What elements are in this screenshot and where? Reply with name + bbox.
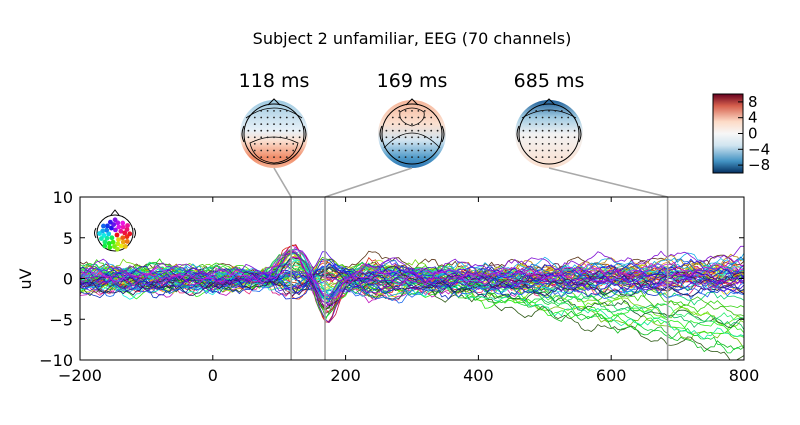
time-markers [290,197,669,360]
channel-trace [80,251,744,324]
channel-trace [80,272,744,304]
y-axis-label: uV [16,268,35,289]
channel-trace [80,259,744,292]
figure-title: Subject 2 unfamiliar, EEG (70 channels) [253,29,572,48]
y-tick-label: 5 [63,229,73,248]
y-tick-label: 10 [53,188,73,207]
colorbar-tick-label: 4 [748,109,758,127]
marker-connectors [273,167,668,198]
channel-traces [80,244,744,360]
colorbar-tick-label: 8 [748,93,758,111]
sensor-legend-head [94,209,136,252]
channel-trace [80,256,744,307]
x-tick-label: 200 [330,366,361,385]
colorbar-tick-label: 0 [748,125,758,143]
y-axis: 10 5 0 −5 −10 [39,188,744,370]
topomap-685ms: 685 ms [514,70,585,168]
topomap-connector [548,167,668,198]
channel-trace [80,245,744,296]
x-tick-label: 600 [596,366,627,385]
channel-trace [80,246,744,305]
colorbar-tick-label: −8 [748,156,770,174]
channel-trace [80,249,744,354]
y-tick-label: −10 [39,351,73,370]
topomap-label: 118 ms [239,70,310,92]
topomap-connector [324,167,413,198]
topomap-118ms: 118 ms [239,70,310,168]
channel-trace [80,252,744,301]
channel-trace [80,273,744,300]
topomap-label: 685 ms [514,70,585,92]
topomap-connector [273,167,292,198]
channel-trace [80,271,744,301]
topomap-sensor-dots [247,110,576,159]
topomap-label: 169 ms [377,70,448,92]
x-tick-label: 400 [463,366,494,385]
colorbar: 840−4−8 [712,93,770,174]
colorbar-tick-label: −4 [748,140,770,158]
topomap-169ms: 169 ms [377,70,448,168]
y-tick-label: 0 [63,270,73,289]
x-tick-label: 0 [208,366,218,385]
x-tick-label: −200 [58,366,102,385]
x-axis: −200 0 200 400 600 800 [58,197,759,385]
channel-trace [80,258,744,330]
channel-trace [80,258,744,294]
channel-trace [80,251,744,309]
y-tick-label: −5 [49,310,73,329]
x-tick-label: 800 [729,366,760,385]
channel-trace [80,256,744,299]
